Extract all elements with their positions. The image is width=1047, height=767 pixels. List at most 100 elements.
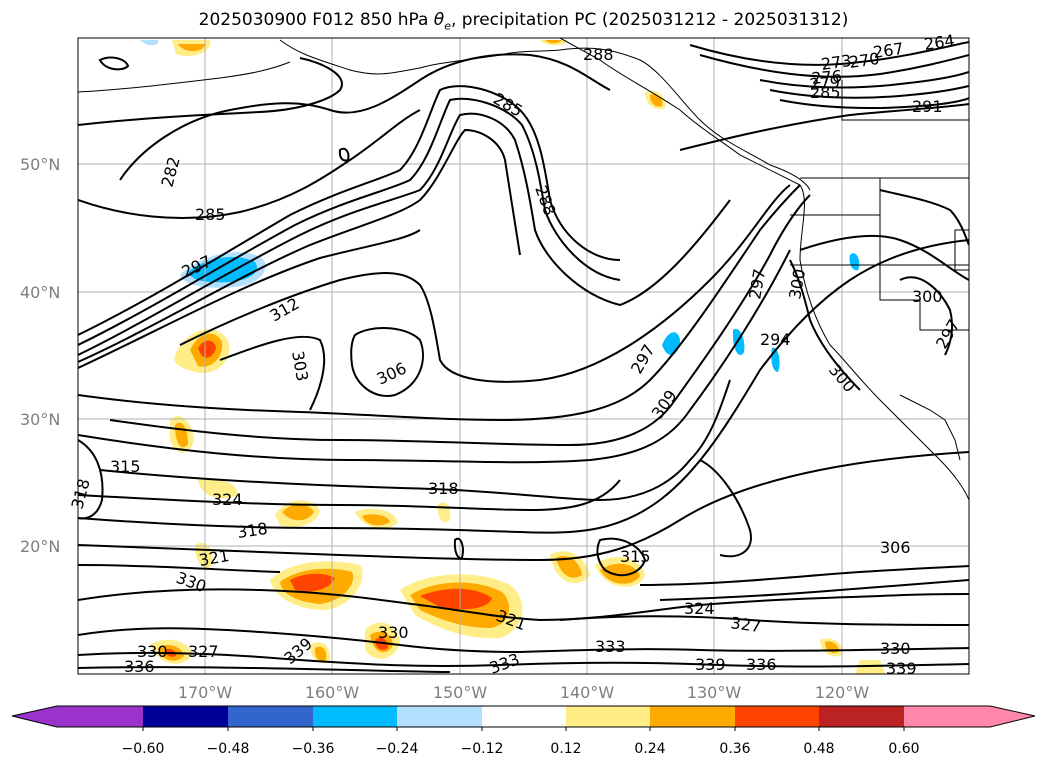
map-title: 2025030900 F012 850 hPa θe, precipitatio… xyxy=(0,10,1047,32)
contour-label: 288 xyxy=(583,45,614,64)
contour-label: 327 xyxy=(729,613,762,636)
contour-line xyxy=(639,565,969,586)
contour-label: 285 xyxy=(195,205,226,224)
contour-line xyxy=(78,112,731,356)
contour-label: 264 xyxy=(923,31,956,54)
title-rest: , precipitation PC (2025031212 - 2025031… xyxy=(450,10,849,30)
lat-tick-label: 20°N xyxy=(20,537,60,556)
contour-label: 324 xyxy=(684,599,715,618)
contour-line xyxy=(799,234,969,281)
canada-border xyxy=(841,80,969,121)
colorbar-tick-label: 0.48 xyxy=(803,741,834,757)
lat-tick-label: 30°N xyxy=(20,410,60,429)
contour-line xyxy=(699,459,752,558)
contour-label: 318 xyxy=(236,519,269,542)
colorbar-swatch xyxy=(57,706,143,727)
contour-line xyxy=(78,128,521,363)
contour-line xyxy=(899,276,954,356)
contour-label: 327 xyxy=(188,642,219,661)
contour-label: 300 xyxy=(912,287,943,306)
contour-line xyxy=(879,189,969,246)
state-borders xyxy=(954,229,969,271)
aleutian-chain xyxy=(78,61,291,93)
contour-line xyxy=(78,229,421,369)
contour-label: 315 xyxy=(620,547,651,566)
colorbar-tick-label: −0.36 xyxy=(292,741,335,757)
alaska-coastline xyxy=(279,39,811,191)
contour-line xyxy=(789,259,861,391)
lon-tick-label: 140°W xyxy=(560,683,615,702)
state-borders xyxy=(879,178,969,331)
contour-line xyxy=(453,537,464,560)
precip-positive-area xyxy=(362,514,390,526)
contour-line xyxy=(109,194,811,447)
north-america-coast xyxy=(559,38,969,501)
contour-label: 291 xyxy=(912,97,943,116)
contour-line xyxy=(98,56,130,71)
lat-tick-label: 50°N xyxy=(20,155,60,174)
contour-label: 315 xyxy=(110,457,141,476)
colorbar-extend-high xyxy=(990,706,1035,727)
contour-line xyxy=(119,53,611,181)
colorbar-tick-label: −0.60 xyxy=(122,741,165,757)
theta-e-contours xyxy=(78,41,969,673)
contour-line xyxy=(699,54,969,78)
title-theta: θ xyxy=(433,10,445,30)
baja-coast xyxy=(899,394,961,461)
contour-line xyxy=(219,335,326,411)
colorbar: −0.60 −0.48 −0.36 −0.24 −0.12 0.12 0.24 … xyxy=(11,705,1036,757)
contour-line xyxy=(78,564,281,573)
contour-line xyxy=(78,249,791,464)
precip-positive-area xyxy=(290,573,335,592)
contour-line xyxy=(679,103,969,151)
contour-line xyxy=(78,239,969,534)
contour-line xyxy=(78,451,969,562)
lat-tick-label: 40°N xyxy=(20,283,60,302)
colorbar-tick-label: 0.12 xyxy=(550,741,581,757)
contour-line xyxy=(78,479,621,512)
plot-frame xyxy=(77,37,970,675)
contour-label: 267 xyxy=(872,39,905,62)
lon-tick-labels: 170°W 160°W 150°W 140°W 130°W 120°W xyxy=(178,683,870,702)
contour-line xyxy=(99,379,731,502)
lat-tick-labels: 50°N 40°N 30°N 20°N xyxy=(20,155,60,556)
contour-line xyxy=(78,588,969,622)
contour-line xyxy=(338,147,350,162)
precip-positive-area xyxy=(314,646,327,662)
colorbar-swatch xyxy=(650,706,735,727)
precip-shading xyxy=(140,40,885,674)
contour-label: 324 xyxy=(212,490,243,509)
lon-tick-label: 170°W xyxy=(178,683,233,702)
contour-label: 336 xyxy=(124,657,155,676)
precip-positive-area xyxy=(420,588,492,610)
contour-line xyxy=(78,85,621,336)
precip-positive-area xyxy=(600,563,640,584)
contour-line xyxy=(78,57,343,126)
precip-positive-area xyxy=(178,44,205,52)
lon-tick-label: 150°W xyxy=(433,683,488,702)
contour-line xyxy=(350,327,424,397)
contour-line xyxy=(78,627,969,654)
colorbar-swatch xyxy=(735,706,819,727)
contour-line xyxy=(78,439,104,520)
lon-tick-label: 130°W xyxy=(687,683,742,702)
contour-label: 339 xyxy=(886,659,917,678)
precip-positive-area xyxy=(556,555,582,578)
precip-positive-area xyxy=(198,340,216,358)
contour-label: 330 xyxy=(880,639,911,658)
colorbar-swatch xyxy=(482,706,566,727)
colorbar-swatch xyxy=(313,706,397,727)
contour-label: 318 xyxy=(428,479,459,498)
contour-label: 333 xyxy=(595,637,626,656)
contour-line xyxy=(78,666,451,673)
contour-label: 336 xyxy=(746,655,777,674)
lon-tick-label: 120°W xyxy=(815,683,870,702)
colorbar-tick-label: −0.12 xyxy=(461,741,504,757)
contour-label: 330 xyxy=(378,623,409,642)
contour-line xyxy=(179,184,791,383)
contour-line xyxy=(78,184,801,422)
colorbar-swatch xyxy=(397,706,482,727)
contour-label: 306 xyxy=(880,538,911,557)
contour-line xyxy=(759,71,969,89)
